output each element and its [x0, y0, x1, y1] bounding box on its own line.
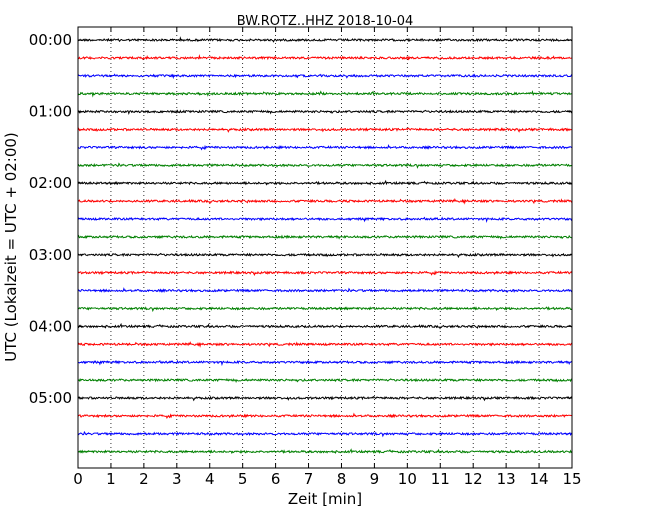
- plot-frame: [77, 26, 573, 469]
- x-axis-label: Zeit [min]: [288, 490, 362, 508]
- y-tick-label: 03:00: [29, 246, 72, 264]
- trace-line: [77, 359, 573, 367]
- x-tick-label: 4: [205, 470, 215, 488]
- trace-line: [77, 109, 573, 115]
- traces: [77, 36, 573, 455]
- x-axis-ticks: 0 1 2 3 4 5 6 7 8 9 10 11 12 13 14 15: [73, 27, 582, 488]
- trace-line: [77, 270, 573, 276]
- trace-line: [77, 179, 573, 186]
- y-tick-label: 00:00: [29, 31, 72, 49]
- trace-line: [77, 143, 573, 151]
- trace-line: [77, 90, 573, 98]
- trace-line: [77, 341, 573, 348]
- y-axis-label: UTC (Lokalzeit = UTC + 02:00): [2, 132, 20, 362]
- x-tick-label: 7: [304, 470, 314, 488]
- x-tick-label: 12: [464, 470, 483, 488]
- y-tick-label: 04:00: [29, 317, 72, 335]
- y-tick-label: 01:00: [29, 103, 72, 121]
- trace-line: [77, 377, 573, 384]
- trace-line: [77, 306, 573, 313]
- chart-title: BW.ROTZ..HHZ 2018-10-04: [237, 14, 413, 29]
- x-tick-label: 6: [271, 470, 281, 488]
- x-tick-label: 9: [370, 470, 380, 488]
- x-tick-label: 1: [106, 470, 116, 488]
- trace-line: [77, 412, 573, 419]
- x-tick-label: 10: [398, 470, 417, 488]
- trace-line: [77, 197, 573, 205]
- y-tick-label: 02:00: [29, 174, 72, 192]
- grid-lines: [110, 27, 540, 468]
- trace-line: [77, 54, 573, 61]
- trace-line: [77, 127, 573, 133]
- x-tick-label: 15: [562, 470, 581, 488]
- x-tick-label: 14: [530, 470, 549, 488]
- x-tick-label: 11: [431, 470, 450, 488]
- trace-line: [77, 287, 573, 294]
- x-tick-label: 3: [172, 470, 182, 488]
- x-tick-label: 8: [337, 470, 347, 488]
- y-axis-ticks: 00:00 01:00 02:00 03:00 04:00 05:00: [29, 31, 572, 407]
- trace-line: [77, 395, 573, 402]
- trace-line: [77, 322, 573, 330]
- trace-line: [77, 252, 573, 259]
- trace-line: [77, 36, 573, 43]
- y-tick-label: 05:00: [29, 389, 72, 407]
- trace-line: [77, 162, 573, 169]
- x-tick-label: 13: [497, 470, 516, 488]
- trace-line: [77, 73, 573, 80]
- x-tick-label: 2: [139, 470, 149, 488]
- x-tick-label: 0: [73, 470, 83, 488]
- x-tick-label: 5: [238, 470, 248, 488]
- trace-line: [77, 430, 573, 438]
- trace-line: [77, 234, 573, 240]
- trace-line: [77, 448, 573, 455]
- trace-line: [77, 216, 573, 223]
